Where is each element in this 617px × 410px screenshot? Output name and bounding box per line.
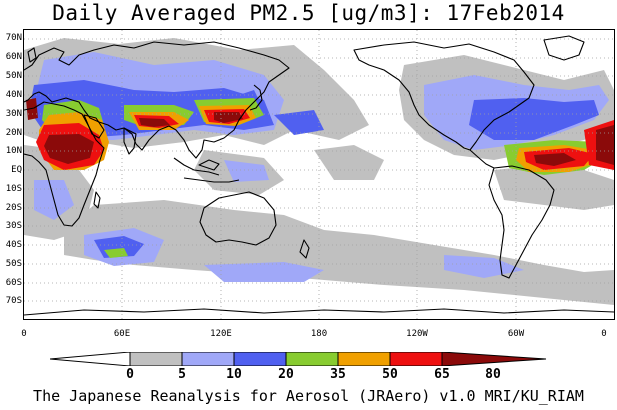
lon-label-60e: 60E bbox=[113, 329, 131, 339]
lon-label-120w: 120W bbox=[406, 329, 428, 339]
footer-credit: The Japanese Reanalysis for Aerosol (JRA… bbox=[33, 387, 584, 405]
lat-label-20s: 20S bbox=[5, 203, 22, 213]
colorbar-label-35: 35 bbox=[330, 367, 346, 382]
lat-label-10n: 10N bbox=[5, 146, 22, 156]
coastlines bbox=[24, 35, 614, 316]
lon-label-180: 180 bbox=[310, 329, 328, 339]
graticule bbox=[24, 30, 614, 319]
lon-label-0-left: 0 bbox=[21, 329, 27, 339]
lon-label-60w: 60W bbox=[507, 329, 525, 339]
colorbar-cell-35 bbox=[285, 352, 339, 366]
lat-label-20n: 20N bbox=[5, 128, 22, 138]
colorbar-label-5: 5 bbox=[178, 367, 186, 382]
map-title: Daily Averaged PM2.5 [ug/m3]: 17Feb2014 bbox=[52, 1, 565, 25]
colorbar-cell-0 bbox=[50, 352, 131, 366]
lat-label-70s: 70S bbox=[5, 296, 22, 306]
lat-label-60s: 60S bbox=[5, 278, 22, 288]
colorbar-label-20: 20 bbox=[278, 367, 294, 382]
colorbar-cell-5 bbox=[129, 352, 183, 366]
lat-label-50n: 50N bbox=[5, 71, 22, 81]
lat-label-10s: 10S bbox=[5, 184, 22, 194]
colorbar bbox=[50, 352, 547, 366]
lat-label-40n: 40N bbox=[5, 90, 22, 100]
lat-label-50s: 50S bbox=[5, 259, 22, 269]
colorbar-label-0: 0 bbox=[126, 367, 134, 382]
lat-label-40s: 40S bbox=[5, 240, 22, 250]
colorbar-cell-80 bbox=[441, 352, 547, 366]
lat-label-30s: 30S bbox=[5, 221, 22, 231]
colorbar-cell-20 bbox=[233, 352, 287, 366]
pm25-map bbox=[23, 29, 615, 320]
lon-label-120e: 120E bbox=[210, 329, 232, 339]
colorbar-cell-10 bbox=[181, 352, 235, 366]
lon-label-0-right: 0 bbox=[601, 329, 607, 339]
lat-label-60n: 60N bbox=[5, 52, 22, 62]
colorbar-label-50: 50 bbox=[382, 367, 398, 382]
lat-label-30n: 30N bbox=[5, 109, 22, 119]
lat-label-eq: EQ bbox=[11, 165, 22, 175]
colorbar-cell-50 bbox=[337, 352, 391, 366]
pm25-field bbox=[24, 38, 614, 305]
colorbar-label-65: 65 bbox=[434, 367, 450, 382]
colorbar-label-80: 80 bbox=[485, 367, 501, 382]
colorbar-cell-65 bbox=[389, 352, 443, 366]
lat-label-70n: 70N bbox=[5, 33, 22, 43]
map-canvas bbox=[24, 30, 614, 319]
colorbar-label-10: 10 bbox=[226, 367, 242, 382]
